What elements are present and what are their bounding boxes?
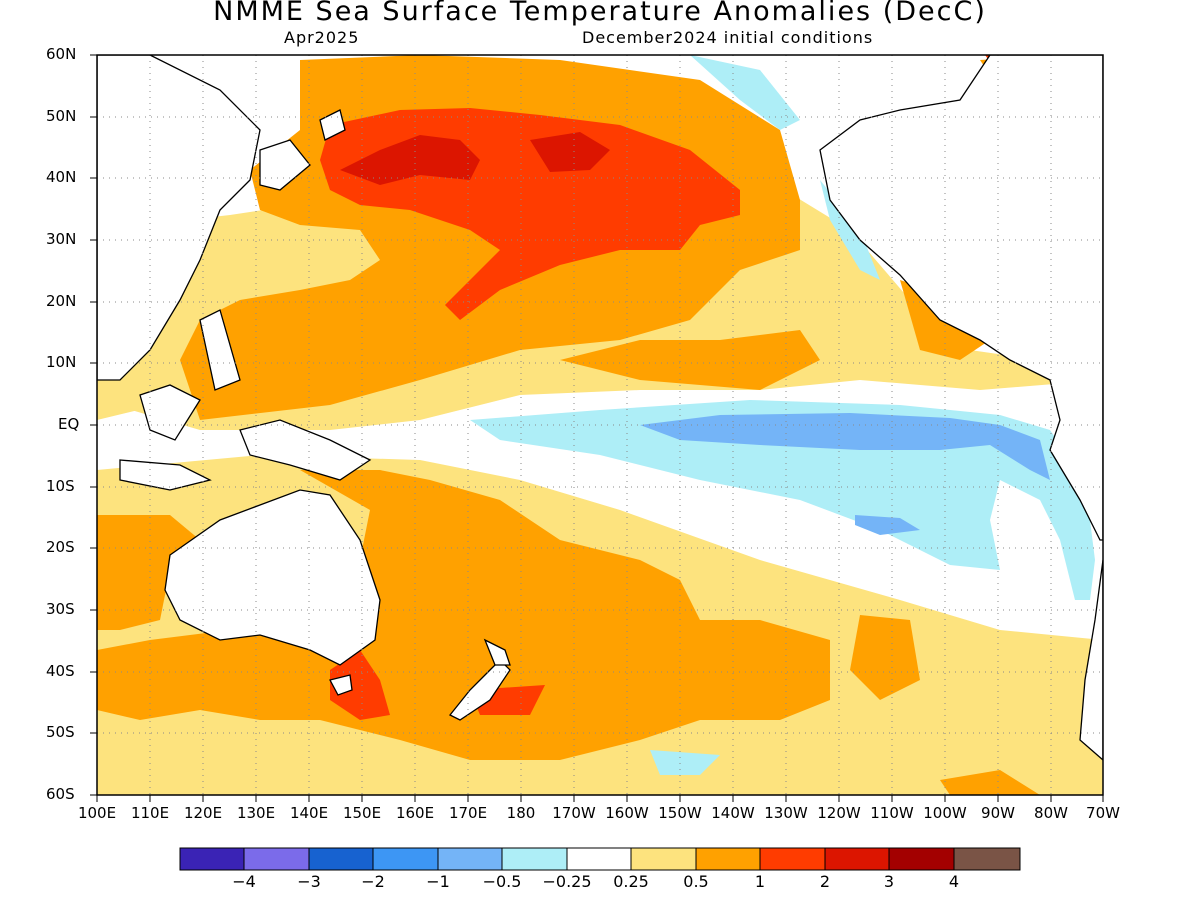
colorbar-label: −0.25	[542, 872, 592, 891]
valid-month-label: Apr2025	[284, 28, 360, 47]
lon-label: 160E	[395, 804, 435, 822]
colorbar-label: 0.5	[683, 872, 709, 891]
lon-label: 90W	[981, 804, 1015, 822]
land-masses	[97, 55, 1103, 761]
colorbar-swatch	[308, 847, 374, 871]
colorbar-label: 1	[754, 872, 766, 891]
map-title: NMME Sea Surface Temperature Anomalies (…	[213, 0, 987, 27]
lon-label: 80W	[1034, 804, 1068, 822]
lon-label: 100E	[77, 804, 117, 822]
lon-label: 150E	[342, 804, 382, 822]
colorbar-swatch	[695, 847, 761, 871]
lon-label: 180	[506, 804, 536, 822]
colorbar-swatch	[372, 847, 439, 871]
lat-label: 30N	[46, 230, 77, 248]
colorbar-label: 0.25	[613, 872, 649, 891]
lat-label: 50S	[46, 723, 75, 741]
colorbar-label: 3	[883, 872, 895, 891]
colorbar-swatch	[243, 847, 310, 871]
colorbar-label: −1	[426, 872, 450, 891]
map-plot-area	[97, 55, 1103, 795]
lon-label: 120W	[817, 804, 861, 822]
colorbar-label: 4	[948, 872, 960, 891]
colorbar-swatch	[630, 847, 697, 871]
lat-label: 10N	[46, 353, 77, 371]
lon-label: 130E	[236, 804, 276, 822]
lon-label: 170E	[448, 804, 488, 822]
lon-label: 140W	[711, 804, 755, 822]
colorbar-swatch	[179, 847, 245, 871]
lon-label: 130W	[764, 804, 808, 822]
colorbar-label: −0.5	[482, 872, 522, 891]
lon-label: 110W	[870, 804, 914, 822]
lat-label: 60N	[46, 45, 77, 63]
lat-label: 50N	[46, 107, 77, 125]
lon-label: 110E	[130, 804, 170, 822]
lat-label: 20S	[46, 538, 75, 556]
initial-conditions-label: December2024 initial conditions	[582, 28, 874, 47]
colorbar-swatch	[888, 847, 955, 871]
lon-label: 170W	[552, 804, 596, 822]
lat-label: 40N	[46, 168, 77, 186]
lon-label: 70W	[1086, 804, 1120, 822]
anomaly-neg-0.5-1-regions	[640, 413, 1050, 535]
colorbar-label: −4	[232, 872, 256, 891]
colorbar	[179, 847, 1021, 871]
lat-label: 30S	[46, 600, 75, 618]
colorbar-label: −3	[297, 872, 321, 891]
colorbar-label: −2	[361, 872, 385, 891]
lat-label: 10S	[46, 477, 75, 495]
lat-label: 40S	[46, 662, 75, 680]
colorbar-swatch	[824, 847, 890, 871]
colorbar-swatch	[437, 847, 503, 871]
colorbar-swatch	[759, 847, 826, 871]
colorbar-label: 2	[819, 872, 831, 891]
lon-label: 150W	[658, 804, 702, 822]
anomaly-2-3-regions	[340, 132, 610, 185]
lon-label: 140E	[289, 804, 329, 822]
lon-label: 120E	[183, 804, 223, 822]
colorbar-swatch	[953, 847, 1021, 871]
lat-label: 20N	[46, 292, 77, 310]
axis-ticks	[90, 54, 1104, 802]
lon-label: 160W	[605, 804, 649, 822]
lon-label: 100W	[923, 804, 967, 822]
lat-label: EQ	[58, 415, 80, 433]
colorbar-swatch	[566, 847, 632, 871]
lat-label: 60S	[46, 785, 75, 803]
colorbar-swatch	[501, 847, 568, 871]
